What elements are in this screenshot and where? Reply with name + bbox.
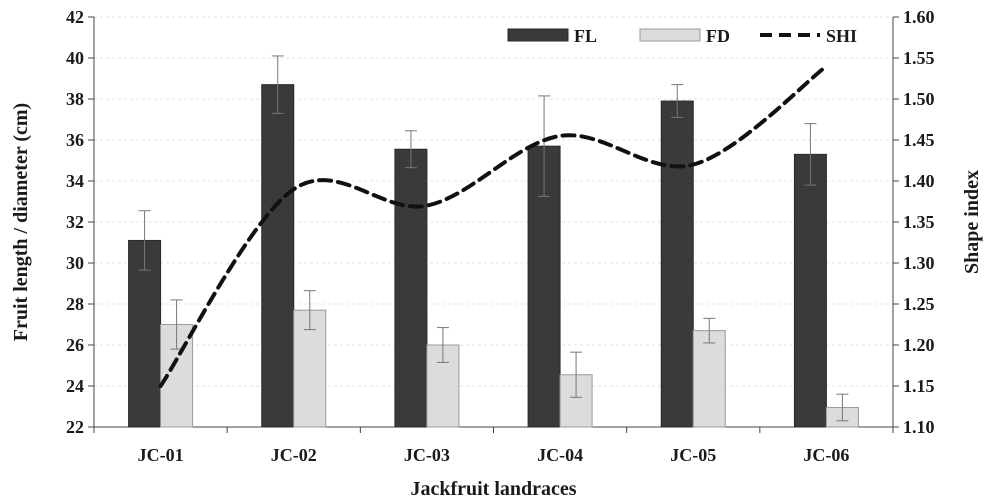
y-left-tick-label: 26: [66, 335, 84, 355]
y-left-tick-label: 32: [66, 212, 84, 232]
x-tick-label: JC-03: [404, 445, 450, 465]
y-left-tick-label: 38: [66, 89, 84, 109]
x-tick-label: JC-04: [537, 445, 583, 465]
y-right-tick-label: 1.35: [903, 212, 935, 232]
bar-fd: [692, 330, 726, 428]
x-tick-label: JC-06: [803, 445, 849, 465]
legend-swatch-fd: [639, 28, 701, 42]
y-right-tick-label: 1.25: [903, 294, 935, 314]
legend-label-fd: FD: [706, 26, 730, 46]
y-left-tick-label: 34: [66, 171, 84, 191]
y-right-tick-label: 1.30: [903, 253, 935, 273]
legend-label-fl: FL: [574, 26, 597, 46]
legend-label-shi: SHI: [826, 26, 857, 46]
x-tick-label: JC-01: [138, 445, 184, 465]
y-left-tick-label: 24: [66, 376, 84, 396]
bar-fl: [261, 84, 295, 428]
y-right-tick-label: 1.15: [903, 376, 935, 396]
y-left-tick-label: 30: [66, 253, 84, 273]
bar-fd: [293, 309, 327, 428]
y-left-tick-label: 40: [66, 48, 84, 68]
y-left-tick-label: 42: [66, 7, 84, 27]
y-right-tick-label: 1.50: [903, 89, 935, 109]
x-axis-title: Jackfruit landraces: [410, 478, 576, 500]
bar-fl: [394, 148, 428, 428]
y-left-tick-label: 22: [66, 417, 84, 437]
y-right-tick-label: 1.20: [903, 335, 935, 355]
y-left-tick-label: 36: [66, 130, 84, 150]
x-tick-label: JC-02: [271, 445, 317, 465]
y-right-tick-label: 1.10: [903, 417, 935, 437]
y-axis-right-title: Shape index: [961, 170, 983, 274]
y-right-tick-label: 1.45: [903, 130, 935, 150]
bar-fl: [793, 153, 827, 428]
series-line-shi: [158, 64, 829, 388]
legend-swatch-fl: [507, 28, 569, 42]
y-right-tick-label: 1.55: [903, 48, 935, 68]
y-left-tick-label: 28: [66, 294, 84, 314]
y-right-tick-label: 1.60: [903, 7, 935, 27]
bar-fl: [660, 100, 694, 428]
x-tick-label: JC-05: [670, 445, 716, 465]
y-right-tick-label: 1.40: [903, 171, 935, 191]
y-axis-left-title: Fruit length / diameter (cm): [10, 103, 32, 341]
